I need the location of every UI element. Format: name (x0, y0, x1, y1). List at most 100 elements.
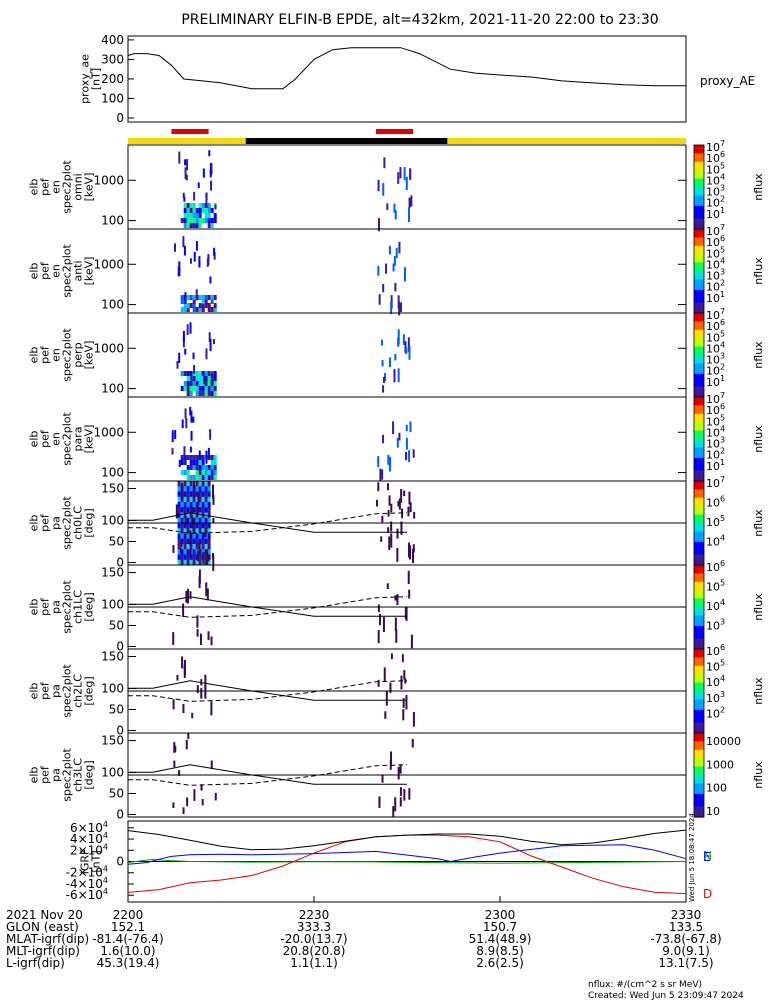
colorbar-tick: 105 (706, 659, 725, 674)
spectrogram-cell (189, 203, 193, 208)
ylabel-line: elb (28, 683, 41, 700)
pa-cell (195, 538, 199, 545)
colorbar-cell (694, 367, 704, 371)
pa-cell (396, 528, 399, 539)
spectrogram-cell (183, 208, 187, 213)
pa-cell (381, 515, 384, 523)
colorbar-cell (694, 485, 704, 488)
pa-cell (198, 542, 201, 555)
colorbar-cell (694, 445, 704, 448)
colorbar-tick-exp: 5 (720, 329, 725, 338)
colorbar-cell (694, 384, 704, 388)
spectrogram-cell (195, 391, 199, 396)
colorbar-tick: 100 (706, 782, 727, 795)
spectrogram-cell (383, 157, 386, 169)
annotation-value: 133.5 (669, 920, 703, 934)
pa-cell (198, 481, 202, 487)
colorbar-tick: 101 (706, 290, 725, 305)
ytick-label: -2×104 (66, 865, 108, 880)
colorbar-cell (694, 575, 704, 579)
pa-cell (204, 481, 208, 487)
spectrogram-cell (387, 454, 390, 465)
pa-cell (200, 688, 203, 699)
spectrogram-cell (201, 307, 205, 312)
spectrogram-cell (181, 419, 184, 429)
colorbar-cell (694, 697, 704, 700)
pa-cell (186, 486, 190, 492)
spectrogram-cell (378, 294, 381, 305)
spectrogram-cell (382, 284, 385, 293)
pa-cell (173, 742, 176, 753)
colorbar-cell (694, 592, 704, 595)
spectrogram-cell (198, 218, 202, 223)
annotation-value: 2300 (485, 908, 516, 922)
pa-cell (413, 511, 416, 519)
spectrogram-cell (184, 167, 187, 179)
spectrogram-cell (192, 203, 196, 208)
pa-cell (196, 685, 199, 693)
spectrogram-cell (211, 374, 214, 384)
colorbar-cell (694, 703, 704, 707)
spectrogram-cell (204, 470, 208, 475)
pa-cell (408, 589, 411, 599)
pa-cell (183, 481, 187, 487)
colorbar-cell (694, 655, 704, 658)
spectrogram-cell (382, 385, 385, 393)
colorbar-cell (694, 628, 704, 631)
pa-cell (201, 491, 205, 498)
colorbar-cell (694, 772, 704, 776)
pa-cell (212, 517, 215, 524)
ylabel-line: pef (39, 597, 52, 616)
spectrogram-cell (210, 307, 214, 312)
colorbar-cell (694, 352, 704, 356)
colorbar-cell (694, 415, 704, 419)
spectrogram-cell (189, 406, 192, 416)
spectrogram-cell (204, 218, 208, 223)
pa-cell (180, 502, 184, 508)
pa-cell (204, 686, 207, 699)
ylabel-line: [deg] (83, 508, 96, 537)
spectrogram-cell (183, 307, 187, 312)
colorbar-cell (694, 455, 704, 459)
colorbar-cell (694, 525, 704, 528)
colorbar-cell (694, 539, 704, 543)
colorbar-tick-exp: 2 (720, 195, 725, 204)
pa-cell (201, 538, 205, 545)
spectrogram-cell (186, 218, 190, 223)
spectrogram-cell (394, 354, 397, 361)
colorbar-tick-exp: 3 (720, 436, 725, 445)
colorbar-cell (694, 659, 704, 663)
pa-cell (389, 682, 392, 693)
spectrogram-cell (393, 369, 396, 383)
colorbar-cell (694, 619, 704, 623)
igrf-series-mag (127, 829, 687, 851)
spectrogram-omni (178, 150, 413, 232)
colorbar-cell (694, 476, 704, 480)
spectrogram-cell (202, 168, 205, 178)
spectrogram-cell (201, 465, 205, 470)
pa-cell (210, 636, 213, 646)
colorbar-cell (694, 523, 704, 526)
colorbar-cell (694, 363, 704, 367)
spectrogram-cell (201, 386, 205, 391)
spectrogram-cell (213, 339, 216, 345)
ylabel-ch3LC: elbpefpaspec2plotch3LC[deg] (28, 748, 96, 802)
colorbar-cell (694, 313, 704, 316)
pa-cell (186, 507, 190, 513)
spectrogram-cell (198, 391, 202, 396)
spectrogram-cell (393, 203, 396, 213)
spectrogram-cell (189, 465, 193, 470)
ytick-label: 1000 (93, 341, 124, 355)
ytick-label: 50 (109, 702, 124, 716)
colorbar-cell (694, 730, 704, 734)
pa-cell (399, 797, 402, 807)
ylabel-line: elb (28, 263, 41, 280)
annotation-value: 2.6(2.5) (476, 956, 524, 970)
colorbar-cell (694, 277, 704, 280)
pa-cell (186, 549, 190, 555)
colorbar-cell (694, 514, 704, 518)
colorbar-cell (694, 386, 704, 390)
pa-cell (212, 494, 215, 505)
colorbar-cell (694, 516, 704, 520)
colorbar-cell (694, 390, 704, 394)
